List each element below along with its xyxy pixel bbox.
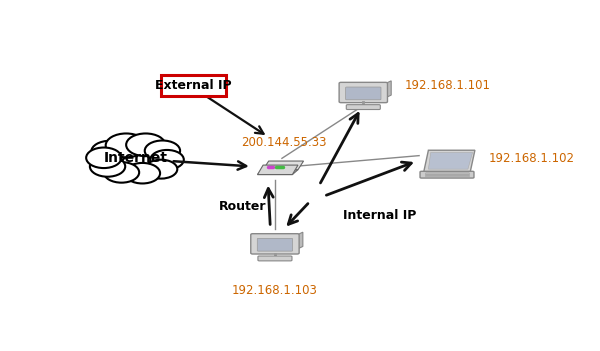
Text: Router: Router	[218, 200, 266, 213]
Circle shape	[125, 163, 160, 184]
FancyBboxPatch shape	[258, 256, 292, 261]
Text: Internal IP: Internal IP	[343, 208, 416, 221]
Circle shape	[151, 150, 184, 170]
Polygon shape	[257, 165, 298, 174]
Polygon shape	[263, 161, 304, 170]
Polygon shape	[386, 81, 391, 98]
FancyBboxPatch shape	[339, 82, 388, 102]
FancyBboxPatch shape	[161, 74, 226, 96]
Text: 192.168.1.101: 192.168.1.101	[405, 79, 491, 92]
FancyBboxPatch shape	[425, 174, 469, 176]
Circle shape	[126, 133, 165, 156]
Circle shape	[145, 160, 178, 179]
FancyBboxPatch shape	[346, 105, 380, 110]
FancyBboxPatch shape	[425, 176, 469, 177]
Circle shape	[145, 140, 180, 161]
FancyBboxPatch shape	[97, 146, 173, 174]
Circle shape	[91, 141, 128, 163]
Circle shape	[90, 156, 125, 177]
Polygon shape	[428, 152, 473, 169]
Polygon shape	[297, 232, 303, 249]
Polygon shape	[424, 150, 475, 172]
Circle shape	[106, 133, 146, 157]
Text: 200.144.55.33: 200.144.55.33	[241, 135, 327, 148]
FancyBboxPatch shape	[420, 171, 474, 178]
Text: 192.168.1.103: 192.168.1.103	[232, 284, 318, 297]
Polygon shape	[257, 170, 298, 174]
Text: 192.168.1.102: 192.168.1.102	[489, 152, 575, 165]
FancyBboxPatch shape	[257, 238, 293, 251]
Text: Internet: Internet	[103, 151, 167, 165]
FancyBboxPatch shape	[346, 87, 381, 100]
FancyBboxPatch shape	[425, 173, 469, 174]
Circle shape	[86, 147, 121, 168]
FancyBboxPatch shape	[251, 234, 299, 254]
Circle shape	[104, 162, 139, 183]
Text: External IP: External IP	[155, 79, 232, 92]
